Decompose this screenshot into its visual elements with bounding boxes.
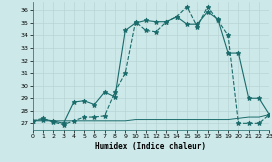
X-axis label: Humidex (Indice chaleur): Humidex (Indice chaleur) [95,142,206,150]
